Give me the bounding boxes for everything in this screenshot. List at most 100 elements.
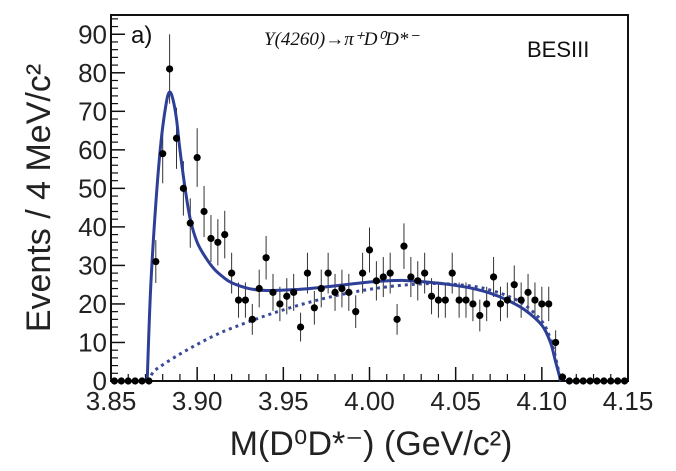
data-point [517,296,525,304]
data-point [600,377,608,385]
data-point [462,296,470,304]
data-point [400,242,408,250]
data-point [290,288,298,296]
data-point [138,377,146,385]
data-point [255,284,263,293]
data-point [558,373,567,381]
data-point [186,219,194,227]
data-point [331,288,339,296]
data-point [248,315,256,323]
total-fit-curve [145,90,563,382]
data-point [579,377,587,385]
data-point [338,284,346,293]
data-point [359,269,367,277]
data-point [476,311,484,320]
data-point [221,231,229,239]
data-point [607,377,615,385]
y-tick-label: 90 [78,19,107,49]
x-tick-label: 3.85 [86,386,137,416]
data-point [586,377,594,385]
data-point [552,338,560,347]
data-point [276,300,284,308]
data-point [296,323,305,331]
x-tick-label: 4.05 [430,386,481,416]
data-point [200,207,208,216]
data-point [207,234,215,243]
data-point [172,134,181,142]
data-point [214,238,222,246]
data-point [283,292,291,300]
data-point [531,296,539,304]
y-axis-title: Events / 4 MeV/c² [20,64,58,332]
data-point [345,288,353,296]
data-point [124,377,132,385]
data-point [110,377,119,385]
data-point [572,377,580,385]
data-point [269,288,277,296]
plot-frame [110,14,629,382]
x-tick-label: 4.10 [517,386,568,416]
y-tick-label: 60 [78,135,107,165]
data-point [386,269,394,277]
data-point [165,65,174,73]
panel-label: a) [131,22,152,49]
data-point [483,300,491,308]
data-point [303,269,312,277]
data-point [434,296,443,304]
x-tick-label: 4.00 [344,386,395,416]
data-point [159,150,167,158]
data-point [455,296,463,304]
y-tick-label: 40 [78,212,107,242]
data-point [469,300,477,308]
x-axis-title: M(D⁰D*⁻) (GeV/c²) [230,425,513,463]
data-point [352,308,360,316]
data-point [421,269,429,277]
data-point [524,288,532,296]
data-point [234,296,243,304]
data-point [496,300,505,308]
data-point [393,315,401,323]
data-point [179,184,187,192]
y-tick-label: 0 [93,366,107,396]
data-point [489,273,498,281]
data-point [324,269,332,277]
data-point [441,296,449,304]
x-tick-label: 3.90 [172,386,223,416]
data-point [145,377,153,385]
y-tick-label: 70 [78,96,107,126]
data-point [427,292,436,300]
background-fit-curve [145,281,563,382]
y-tick-label: 50 [78,173,107,203]
data-point [310,304,318,312]
data-point [365,246,374,254]
data-point [379,273,387,281]
y-tick-label: 80 [78,58,107,88]
y-tick-label: 30 [78,250,107,280]
data-point [565,377,574,385]
data-point [131,377,139,385]
data-point [620,377,629,385]
data-point [503,296,511,304]
x-tick-label: 4.15 [603,386,654,416]
data-point [545,300,553,308]
data-point [241,296,250,304]
data-point [117,377,125,385]
data-point [593,377,601,385]
data-point [510,281,518,289]
data-point [193,153,201,162]
experiment-label: BESIII [527,37,589,62]
data-point [262,254,270,262]
process-label: Y(4260)→π⁺D⁰D*⁻ [264,29,420,50]
data-point [448,269,456,277]
data-point [414,277,422,285]
data-point [228,269,236,277]
y-tick-label: 10 [78,327,107,357]
data-point [538,300,546,308]
data-point [372,277,380,285]
y-tick-label: 20 [78,289,107,319]
data-point [614,377,622,385]
data-point [317,284,325,293]
data-point [407,273,415,281]
x-tick-label: 3.95 [258,386,309,416]
